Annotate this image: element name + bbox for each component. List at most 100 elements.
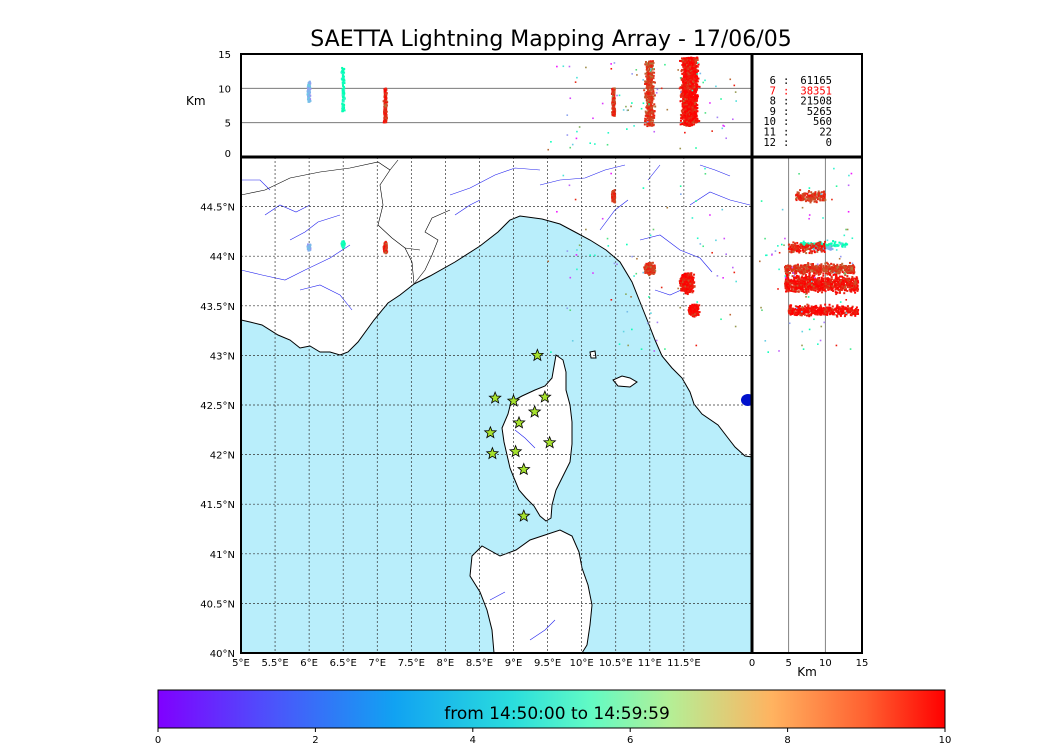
lightning-altitude-point (694, 104, 697, 107)
lightning-altitude-point (691, 117, 694, 120)
lightning-source-point (698, 304, 701, 307)
lightning-altitude-point (735, 100, 737, 102)
lightning-altitude-point (383, 120, 386, 123)
lightning-altitude-point (693, 74, 696, 77)
lightning-altitude-point (684, 58, 687, 61)
lightning-altitude-point (342, 67, 345, 70)
lightning-altitude-point (686, 95, 689, 98)
river-line (539, 164, 626, 186)
lightning-altitude-point (651, 97, 654, 100)
lightning-altitude-point (689, 73, 692, 76)
lightning-altitude-point (679, 86, 682, 89)
lightning-source-point (691, 305, 694, 308)
lightning-altitude-point (649, 61, 652, 64)
lightning-altitude-point (645, 65, 648, 68)
lightning-altitude-point (343, 109, 346, 112)
lightning-altitude-point (720, 98, 722, 100)
lightning-altitude-point (681, 91, 684, 94)
lightning-source-point (690, 309, 693, 312)
lightning-altitude-point (343, 82, 346, 85)
lightning-altitude-point (566, 114, 569, 116)
lightning-altitude-point (689, 106, 692, 109)
lightning-altitude-point (649, 75, 652, 78)
lightning-altitude-point (646, 101, 649, 104)
lightning-altitude-point (722, 124, 724, 127)
lightning-altitude-point (645, 80, 648, 83)
lightning-source-point (709, 214, 711, 216)
lightning-source-point (691, 310, 694, 313)
lightning-source-point (692, 278, 695, 281)
lightning-altitude-point (685, 95, 688, 98)
lightning-altitude-point (341, 71, 344, 74)
lightning-altitude-point (384, 112, 387, 115)
lightning-altitude-point (677, 69, 679, 71)
lightning-altitude-point (644, 72, 647, 75)
lightning-source-point (692, 308, 695, 311)
lightning-altitude-point (651, 117, 654, 120)
lightning-altitude-point (695, 107, 698, 110)
lightning-altitude-point (648, 104, 651, 107)
lightning-altitude-point (652, 81, 655, 84)
lightning-altitude-point (695, 81, 698, 84)
lightning-altitude-point (693, 105, 696, 108)
lightning-source-point (688, 277, 691, 280)
lightning-source-point (653, 271, 656, 274)
lightning-source-point (683, 279, 686, 282)
lightning-altitude-point (618, 94, 621, 97)
lightning-altitude-point (644, 117, 647, 120)
lightning-altitude-point (606, 143, 609, 146)
lightning-altitude-point (680, 91, 682, 93)
lightning-altitude-point (688, 113, 691, 116)
lightning-altitude-point (647, 64, 650, 67)
lightning-altitude-point (692, 70, 695, 73)
lightning-altitude-point (682, 99, 685, 102)
lightning-altitude-point (691, 94, 694, 97)
stats-station-count: 6 (770, 75, 776, 87)
lightning-source-point (606, 237, 609, 240)
lightning-altitude-point (694, 119, 697, 122)
lightning-source-point (694, 304, 697, 307)
lightning-altitude-point (646, 105, 649, 108)
lightning-altitude-point (686, 59, 689, 62)
lightning-altitude-point (610, 67, 613, 70)
lightning-altitude-point (689, 101, 692, 104)
lightning-altitude-point (686, 101, 689, 104)
lightning-altitude-point (691, 87, 694, 90)
lightning-altitude-point (692, 113, 695, 116)
lightning-altitude-point (687, 72, 690, 75)
river-line (241, 244, 351, 281)
lightning-altitude-point (341, 110, 344, 113)
lightning-altitude-point (690, 103, 693, 106)
lightning-altitude-point (650, 65, 653, 68)
lightning-altitude-point (649, 77, 652, 80)
lightning-altitude-point (648, 74, 651, 77)
lightning-altitude-point (691, 77, 694, 80)
lightning-altitude-point (687, 94, 690, 97)
lightning-altitude-point (684, 94, 687, 97)
lightning-source-point (684, 282, 687, 285)
lightning-altitude-point (691, 59, 694, 62)
lightning-altitude-point (692, 61, 695, 64)
lightning-altitude-point (681, 86, 684, 89)
lightning-source-point (689, 282, 692, 285)
lightning-source-point (686, 274, 689, 277)
lightning-altitude-point (693, 94, 696, 97)
lightning-altitude-point (684, 101, 687, 104)
lightning-altitude-point (694, 82, 697, 85)
border-line (404, 247, 421, 251)
lightning-source-point (626, 243, 628, 246)
lightning-altitude-point (652, 61, 655, 64)
lightning-altitude-point (732, 118, 734, 121)
lightning-altitude-point (342, 72, 345, 75)
lightning-altitude-point (384, 90, 387, 93)
lightning-altitude-point (681, 108, 684, 111)
lightning-altitude-point (685, 90, 688, 93)
altitude-tick-label: 15 (218, 50, 231, 61)
lightning-altitude-point (695, 86, 698, 89)
lightning-source-point (611, 196, 614, 199)
lightning-altitude-point (342, 84, 345, 87)
lightning-altitude-point (696, 62, 699, 64)
lightning-altitude-point (684, 61, 687, 64)
lightning-altitude-point (694, 114, 697, 117)
lightning-source-point (692, 309, 695, 312)
